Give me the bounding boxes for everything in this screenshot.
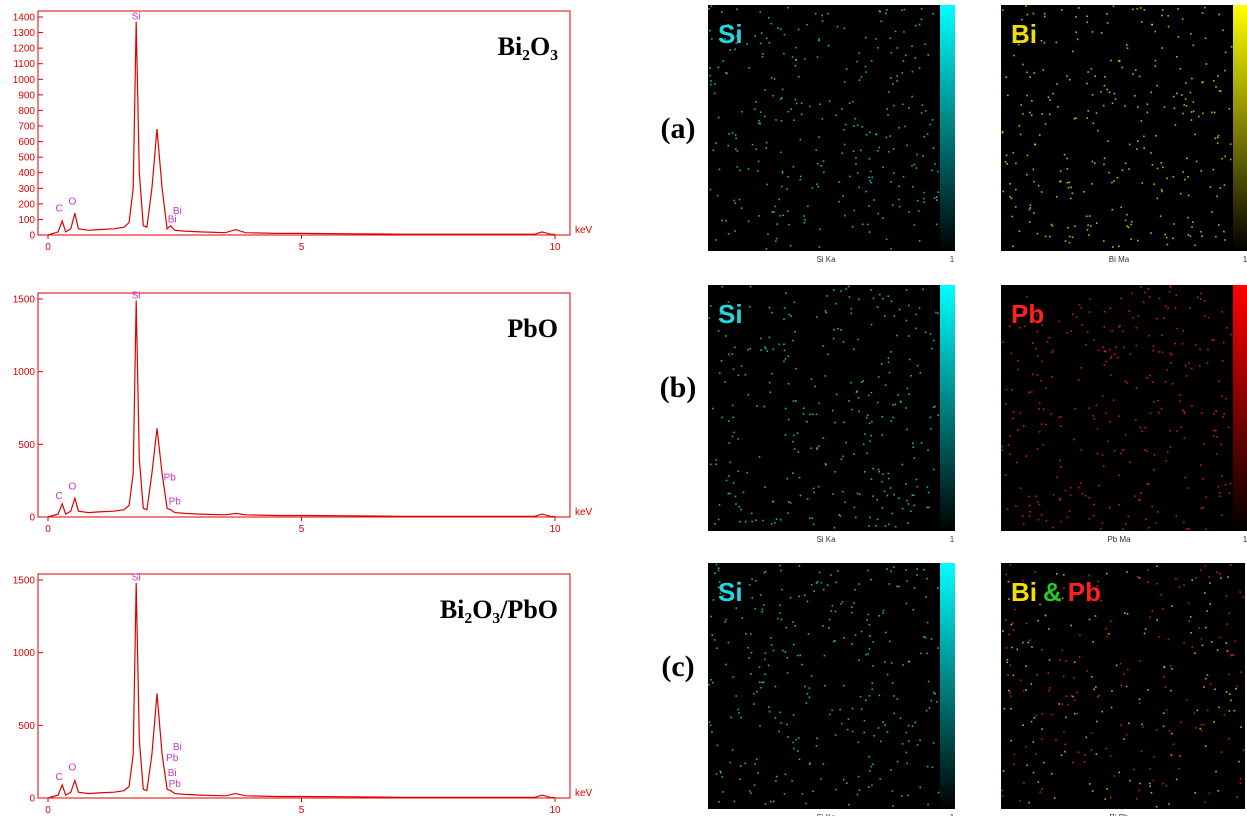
y-tick-label: 700 [18, 122, 35, 133]
y-tick-label: 1100 [13, 59, 35, 70]
map-caption: Pb Ma [1107, 535, 1131, 544]
scale-max: 1 [950, 535, 955, 544]
y-tick-label: 200 [18, 199, 35, 210]
color-bar [940, 563, 955, 809]
chart-title: Bi₂O₃ [498, 32, 559, 61]
y-tick-label: 0 [29, 231, 35, 242]
spectrum-line [48, 22, 555, 235]
y-tick-label: 500 [18, 721, 35, 732]
y-tick-label: 1000 [13, 75, 36, 86]
map-caption: Si Ka [816, 535, 836, 544]
color-bar [1233, 5, 1247, 251]
y-tick-label: 800 [18, 106, 35, 117]
peak-label: Pb [169, 779, 182, 790]
peak-label: Bi [168, 215, 177, 226]
plot-frame [38, 11, 570, 235]
map-label-part: Si [718, 19, 743, 49]
y-tick-label: 1000 [13, 367, 36, 378]
peak-label: Bi [168, 768, 177, 779]
map-caption: Si Ka [816, 255, 836, 264]
scale-max: 1 [1243, 535, 1247, 544]
map-label-part: Si [718, 299, 743, 329]
x-tick-label: 0 [45, 524, 51, 535]
peak-label: C [56, 772, 63, 783]
peak-label: Si [132, 290, 141, 301]
y-tick-label: 1400 [13, 13, 36, 24]
map-label: Bi&Pb [1011, 577, 1101, 607]
map-label-part: Bi [1011, 577, 1037, 607]
map-caption: Bi Ma [1109, 255, 1130, 264]
map-image [1001, 563, 1245, 809]
color-bar [1233, 285, 1247, 531]
map-label-part: Pb [1011, 299, 1044, 329]
map-label-part: Si [718, 577, 743, 607]
row-label: (a) [661, 112, 696, 145]
map-image [708, 5, 940, 251]
x-tick-label: 10 [549, 805, 561, 816]
row-label: (c) [661, 650, 694, 683]
x-tick-label: 0 [45, 242, 51, 253]
y-tick-label: 1500 [13, 576, 36, 587]
x-tick-label: 10 [549, 242, 561, 253]
map-label-part: Pb [1068, 577, 1101, 607]
x-tick-label: 10 [549, 524, 561, 535]
y-tick-label: 500 [18, 440, 35, 451]
peak-label: O [68, 481, 76, 492]
map-label: Si [718, 19, 743, 49]
map-label-part: & [1043, 577, 1062, 607]
x-tick-label: 0 [45, 805, 51, 816]
color-bar [940, 5, 955, 251]
y-tick-label: 900 [18, 90, 35, 101]
y-tick-label: 0 [29, 513, 35, 524]
x-tick-label: 5 [299, 242, 305, 253]
map-label-part: Bi [1011, 19, 1037, 49]
y-tick-label: 100 [18, 215, 35, 226]
map-image [708, 563, 940, 809]
peak-label: O [68, 197, 76, 208]
scale-max: 1 [950, 255, 955, 264]
y-tick-label: 600 [18, 137, 35, 148]
figure: 0100200300400500600700800900100011001200… [0, 0, 1247, 816]
y-tick-label: 1200 [13, 44, 36, 55]
peak-label: C [56, 491, 63, 502]
plot-frame [38, 293, 570, 517]
map-label: Si [718, 299, 743, 329]
row-label: (b) [660, 371, 697, 404]
spectrum-line [48, 301, 555, 518]
peak-label: Bi [173, 742, 182, 753]
color-bar [940, 285, 955, 531]
peak-label: O [68, 762, 76, 773]
peak-label: Si [132, 573, 141, 584]
y-tick-label: 0 [29, 794, 35, 805]
y-tick-label: 400 [18, 168, 35, 179]
x-tick-label: 5 [299, 524, 305, 535]
peak-label: Si [132, 11, 141, 22]
peak-label: Pb [164, 473, 177, 484]
x-axis-label: keV [575, 225, 593, 236]
peak-label: Pb [169, 497, 182, 508]
chart-title: PbO [507, 314, 558, 343]
y-tick-label: 1500 [13, 295, 36, 306]
peak-label: C [56, 204, 63, 215]
scale-max: 1 [1243, 255, 1247, 264]
x-axis-label: keV [575, 507, 593, 518]
y-tick-label: 1000 [13, 648, 36, 659]
x-axis-label: keV [575, 788, 593, 799]
map-label: Pb [1011, 299, 1044, 329]
y-tick-label: 300 [18, 184, 35, 195]
peak-label: Pb [166, 753, 179, 764]
y-tick-label: 1300 [13, 28, 36, 39]
chart-title: Bi₂O₃/PbO [440, 595, 558, 624]
y-tick-label: 500 [18, 153, 35, 164]
x-tick-label: 5 [299, 805, 305, 816]
map-label: Bi [1011, 19, 1037, 49]
map-label: Si [718, 577, 743, 607]
